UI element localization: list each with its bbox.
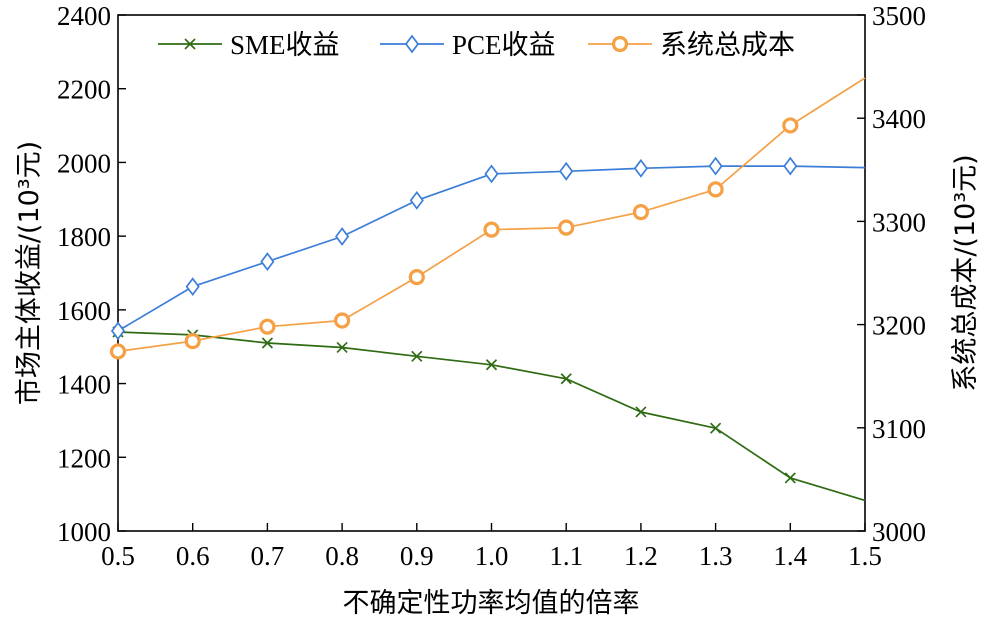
data-point bbox=[558, 219, 575, 236]
y-left-tick-label: 2200 bbox=[57, 75, 111, 105]
y-right-tick-label: 3400 bbox=[872, 104, 926, 134]
x-tick-label: 1.5 bbox=[848, 541, 882, 571]
legend-marker bbox=[184, 38, 196, 50]
y-left-tick-label: 1800 bbox=[57, 222, 111, 252]
x-tick-label: 1.3 bbox=[699, 541, 733, 571]
data-point bbox=[335, 227, 350, 246]
y-left-tick-label: 1200 bbox=[57, 443, 111, 473]
legend-label: PCE收益 bbox=[452, 30, 556, 60]
data-point bbox=[185, 277, 200, 297]
data-point bbox=[782, 117, 799, 134]
data-point bbox=[560, 373, 572, 385]
data-point bbox=[259, 318, 276, 335]
x-tick-label: 0.9 bbox=[400, 541, 434, 571]
data-point bbox=[559, 161, 574, 181]
x-tick-label: 0.6 bbox=[176, 541, 210, 571]
data-point bbox=[484, 164, 499, 184]
y-left-tick-label: 2400 bbox=[57, 1, 111, 31]
x-tick-label: 1.2 bbox=[624, 541, 658, 571]
legend-marker bbox=[404, 34, 420, 54]
series-line bbox=[117, 165, 866, 332]
data-point bbox=[411, 350, 423, 362]
data-point bbox=[409, 190, 424, 210]
y-axis-left-title: 市场主体收益/(10³元) bbox=[14, 141, 45, 405]
data-point bbox=[709, 422, 722, 434]
data-point bbox=[334, 312, 351, 329]
data-point bbox=[783, 156, 798, 176]
data-point bbox=[261, 337, 274, 349]
y-right-tick-label: 3500 bbox=[872, 1, 926, 31]
x-tick-label: 1.0 bbox=[475, 541, 509, 571]
x-tick-label: 1.4 bbox=[773, 541, 807, 571]
series-group bbox=[112, 326, 866, 502]
data-point bbox=[708, 156, 723, 176]
y-right-tick-label: 3000 bbox=[872, 517, 926, 547]
series-layer bbox=[109, 77, 866, 502]
y-left-tick-label: 2000 bbox=[57, 148, 111, 178]
legend-item: SME收益 bbox=[158, 30, 340, 60]
legend-label: SME收益 bbox=[230, 30, 340, 60]
y-axis-right-title: 系统总成本/(10³元) bbox=[950, 154, 981, 391]
data-point bbox=[485, 359, 498, 371]
data-point bbox=[408, 269, 425, 286]
x-tick-label: 0.5 bbox=[101, 541, 135, 571]
y-right-tick-label: 3100 bbox=[872, 414, 926, 444]
x-tick-label: 1.1 bbox=[549, 541, 583, 571]
data-point bbox=[707, 181, 724, 198]
y-left-tick-label: 1600 bbox=[57, 296, 111, 326]
data-point bbox=[110, 321, 126, 341]
series-line bbox=[117, 331, 866, 502]
x-tick-label: 0.7 bbox=[251, 541, 285, 571]
y-right-tick-label: 3200 bbox=[872, 311, 926, 341]
data-point bbox=[184, 333, 201, 350]
x-tick-label: 0.8 bbox=[325, 541, 359, 571]
legend-marker bbox=[611, 35, 629, 53]
series-line bbox=[117, 77, 866, 353]
data-point bbox=[635, 406, 647, 418]
data-point bbox=[260, 252, 275, 271]
x-axis-title: 不确定性功率均值的倍率 bbox=[343, 588, 640, 619]
series-group bbox=[110, 156, 866, 341]
legend-item: PCE收益 bbox=[380, 30, 556, 60]
y-left-tick-label: 1400 bbox=[57, 370, 111, 400]
axis-ticks: 0.5 0.6 0.7 0.8 0.9 1.0 1.1 1.2 1.3 1.4 1.5 1000 120… bbox=[57, 1, 926, 571]
data-point bbox=[483, 221, 500, 238]
data-point bbox=[633, 158, 648, 178]
data-point bbox=[109, 343, 127, 360]
y-left-tick-label: 1000 bbox=[57, 517, 111, 547]
data-point bbox=[336, 341, 348, 354]
y-right-tick-label: 3300 bbox=[872, 207, 926, 237]
legend-label: 系统总成本 bbox=[660, 30, 795, 60]
data-point bbox=[632, 204, 650, 221]
data-point bbox=[784, 472, 796, 484]
series-group bbox=[109, 77, 866, 360]
legend: SME收益 PCE收益 系统总成本 bbox=[158, 30, 795, 60]
legend-item: 系统总成本 bbox=[588, 30, 795, 60]
